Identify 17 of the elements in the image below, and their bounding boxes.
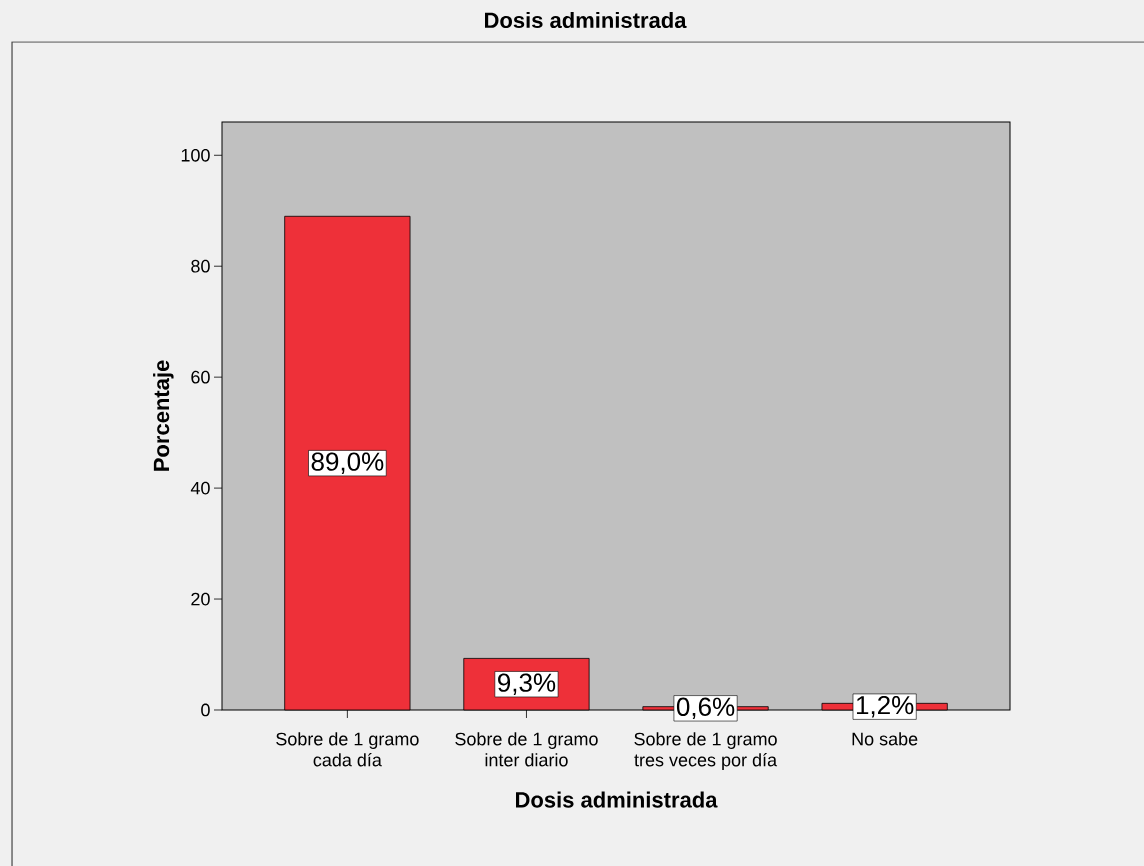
y-tick-label: 80 [191,259,210,273]
y-tick-label: 20 [191,592,210,606]
x-tick-label: Sobre de 1 gramo inter diario [455,732,598,767]
data-label: 9,3% [498,673,556,695]
data-label: 1,2% [856,695,914,718]
x-tick-label: Sobre de 1 gramo tres veces por día [634,732,778,770]
y-tick-label: 0 [201,703,210,717]
x-axis-title: Dosis administrada [516,791,718,808]
y-tick-label: 60 [191,370,210,384]
chart-title: Dosis administrada [485,11,687,29]
y-tick-label: 40 [190,481,210,495]
data-label: 89,0% [311,452,384,474]
y-axis-title: Porcentaje [153,360,174,471]
x-tick-label: No sabe [852,732,918,746]
y-tick-label: 100 [181,148,210,162]
data-label: 0,6% [676,697,735,720]
x-tick-label: Sobre de 1 gramo cada día [276,732,419,767]
